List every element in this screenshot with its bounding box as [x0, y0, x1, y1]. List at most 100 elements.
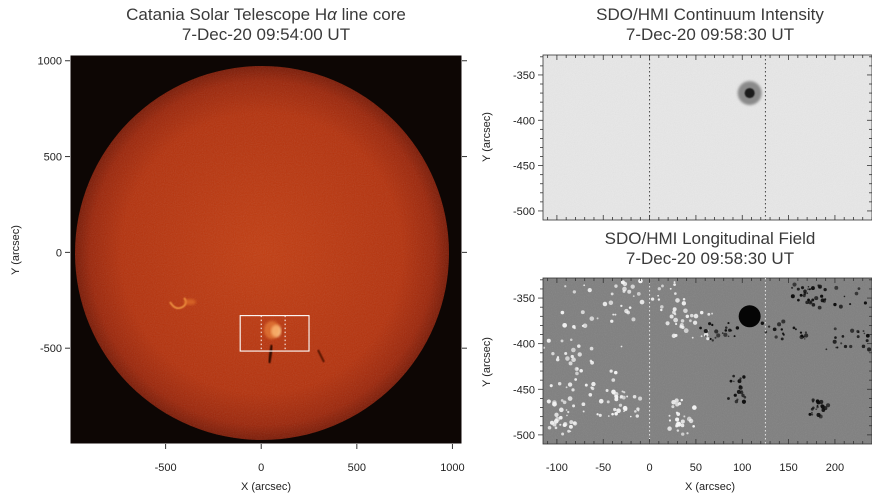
- positive-flux-element: [613, 370, 618, 375]
- negative-flux-element: [703, 328, 708, 334]
- x-tick-label: -100: [546, 462, 568, 474]
- positive-flux-element: [623, 391, 626, 394]
- positive-flux-element: [707, 312, 711, 316]
- negative-flux-element: [780, 337, 784, 341]
- positive-flux-element: [692, 405, 697, 410]
- negative-flux-element: [772, 327, 777, 332]
- plage-feature: [184, 299, 196, 305]
- negative-flux-element: [811, 411, 813, 414]
- positive-flux-element: [562, 400, 567, 405]
- negative-flux-element: [854, 291, 859, 296]
- positive-flux-element: [557, 382, 562, 386]
- positive-flux-element: [547, 425, 552, 430]
- positive-flux-element: [691, 336, 694, 339]
- positive-flux-element: [546, 338, 551, 343]
- negative-flux-element: [856, 335, 860, 339]
- positive-flux-element: [580, 310, 585, 315]
- positive-flux-element: [630, 284, 635, 289]
- positive-flux-element: [571, 357, 576, 363]
- magnetogram-y-label: Y (arcsec): [481, 337, 493, 387]
- positive-flux-element: [582, 410, 585, 413]
- positive-flux-element: [567, 396, 573, 401]
- negative-flux-element: [799, 331, 803, 334]
- positive-flux-element: [562, 423, 567, 427]
- y-tick-label: -400: [513, 115, 535, 127]
- negative-flux-element: [732, 374, 735, 378]
- y-tick-label: 0: [56, 247, 62, 259]
- positive-flux-element: [572, 404, 576, 408]
- positive-flux-element: [692, 424, 695, 428]
- negative-flux-element: [818, 286, 821, 288]
- positive-flux-element: [598, 398, 604, 404]
- negative-flux-element: [799, 293, 803, 297]
- positive-flux-element: [590, 360, 594, 365]
- magnetogram-title-line2: 7-Dec-20 09:58:30 UT: [626, 249, 794, 268]
- negative-flux-element: [861, 344, 866, 349]
- positive-flux-element: [660, 305, 664, 309]
- negative-flux-element: [739, 377, 742, 380]
- y-tick-label: 500: [44, 152, 62, 164]
- negative-flux-element: [792, 282, 797, 287]
- positive-flux-element: [551, 351, 555, 356]
- negative-flux-element: [716, 333, 721, 338]
- positive-flux-element: [583, 284, 586, 287]
- positive-flux-element: [673, 283, 676, 286]
- continuum-y-label: Y (arcsec): [481, 112, 493, 162]
- positive-flux-element: [676, 412, 681, 416]
- positive-flux-element: [620, 280, 625, 285]
- negative-flux-element: [825, 348, 828, 351]
- positive-flux-element: [587, 287, 592, 293]
- positive-flux-element: [657, 294, 660, 297]
- positive-flux-element: [627, 289, 632, 294]
- negative-flux-element: [817, 305, 822, 310]
- positive-flux-element: [660, 308, 663, 312]
- halpha-title-line2: 7-Dec-20 09:54:00 UT: [182, 25, 350, 44]
- positive-flux-element: [618, 403, 623, 407]
- x-tick-label: 1000: [440, 462, 464, 474]
- positive-flux-element: [671, 333, 677, 339]
- positive-flux-element: [569, 420, 574, 425]
- positive-flux-element: [635, 414, 639, 418]
- negative-flux-element: [824, 298, 827, 301]
- positive-flux-element: [689, 319, 692, 323]
- positive-flux-element: [556, 356, 560, 359]
- positive-flux-element: [569, 430, 572, 433]
- positive-flux-element: [559, 423, 562, 426]
- positive-flux-element: [665, 321, 670, 326]
- negative-flux-element: [738, 384, 742, 388]
- positive-flux-element: [610, 292, 614, 296]
- y-tick-label: 1000: [38, 56, 62, 68]
- positive-flux-element: [675, 298, 680, 303]
- active-region: [264, 321, 280, 339]
- negative-flux-element: [840, 342, 843, 345]
- negative-polarity-flux: [699, 282, 872, 419]
- positive-flux-element: [686, 432, 689, 435]
- negative-flux-element: [791, 286, 794, 289]
- negative-flux-element: [832, 339, 837, 344]
- positive-flux-element: [577, 352, 582, 357]
- negative-flux-element: [800, 286, 805, 290]
- positive-flux-element: [674, 322, 678, 326]
- negative-flux-element: [867, 347, 872, 352]
- positive-flux-element: [672, 307, 677, 312]
- positive-flux-element: [598, 413, 602, 417]
- positive-flux-element: [657, 287, 661, 291]
- continuum-panel: SDO/HMI Continuum Intensity 7-Dec-20 09:…: [481, 5, 872, 221]
- negative-flux-element: [721, 332, 724, 334]
- halpha-image: [70, 55, 462, 444]
- negative-flux-element: [799, 334, 804, 340]
- positive-flux-element: [575, 371, 579, 376]
- positive-flux-element: [564, 352, 568, 356]
- positive-flux-element: [692, 320, 698, 325]
- y-tick-label: -450: [513, 384, 535, 396]
- negative-flux-element: [835, 346, 838, 349]
- positive-flux-element: [565, 409, 568, 411]
- negative-flux-element: [826, 403, 831, 408]
- x-tick-label: -500: [155, 462, 177, 474]
- positive-flux-element: [565, 356, 570, 361]
- negative-flux-element: [790, 294, 795, 299]
- positive-flux-element: [621, 395, 626, 400]
- negative-flux-element: [767, 325, 771, 328]
- negative-flux-element: [811, 303, 816, 307]
- positive-flux-element: [610, 319, 614, 323]
